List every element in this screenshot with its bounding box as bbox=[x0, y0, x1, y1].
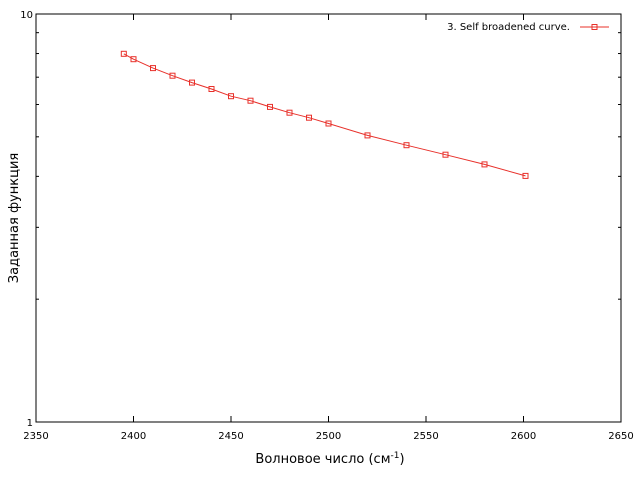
data-point bbox=[522, 172, 529, 179]
data-point bbox=[169, 72, 176, 79]
x-axis-ticks: 2350 2400 2450 2500 2550 2600 2650 bbox=[23, 14, 634, 442]
plot-frame bbox=[35, 13, 622, 423]
x-tick-label: 2400 bbox=[121, 431, 146, 442]
data-point bbox=[130, 56, 137, 63]
x-axis-label: Волновое число (см-1) bbox=[255, 451, 404, 467]
data-point bbox=[306, 114, 312, 121]
y-tick-label: 1 bbox=[27, 418, 33, 429]
x-tick-label: 2500 bbox=[316, 431, 341, 442]
x-tick-label: 2650 bbox=[608, 431, 633, 442]
data-point bbox=[189, 79, 195, 86]
y-axis-ticks: 1 10 bbox=[20, 10, 621, 429]
x-tick-label: 2550 bbox=[413, 431, 438, 442]
data-point bbox=[228, 93, 234, 100]
legend: 3. Self broadened curve. bbox=[447, 22, 609, 33]
series-line bbox=[123, 53, 526, 177]
data-point bbox=[267, 103, 273, 110]
data-point bbox=[442, 151, 449, 158]
legend-marker bbox=[591, 24, 598, 30]
data-point bbox=[120, 50, 127, 57]
x-tick-label: 2350 bbox=[23, 431, 48, 442]
y-tick-label: 10 bbox=[20, 10, 33, 21]
data-point bbox=[403, 142, 410, 149]
data-point bbox=[325, 120, 332, 127]
series-layer bbox=[120, 50, 529, 179]
x-tick-label: 2600 bbox=[511, 431, 536, 442]
legend-label: 3. Self broadened curve. bbox=[447, 22, 570, 33]
x-tick-label: 2450 bbox=[218, 431, 243, 442]
data-point bbox=[286, 109, 293, 116]
y-axis-label: Заданная функция bbox=[7, 153, 22, 283]
data-point bbox=[364, 132, 371, 139]
data-point bbox=[481, 161, 488, 168]
data-point bbox=[247, 97, 254, 104]
data-point bbox=[208, 86, 215, 92]
data-point bbox=[150, 65, 156, 72]
